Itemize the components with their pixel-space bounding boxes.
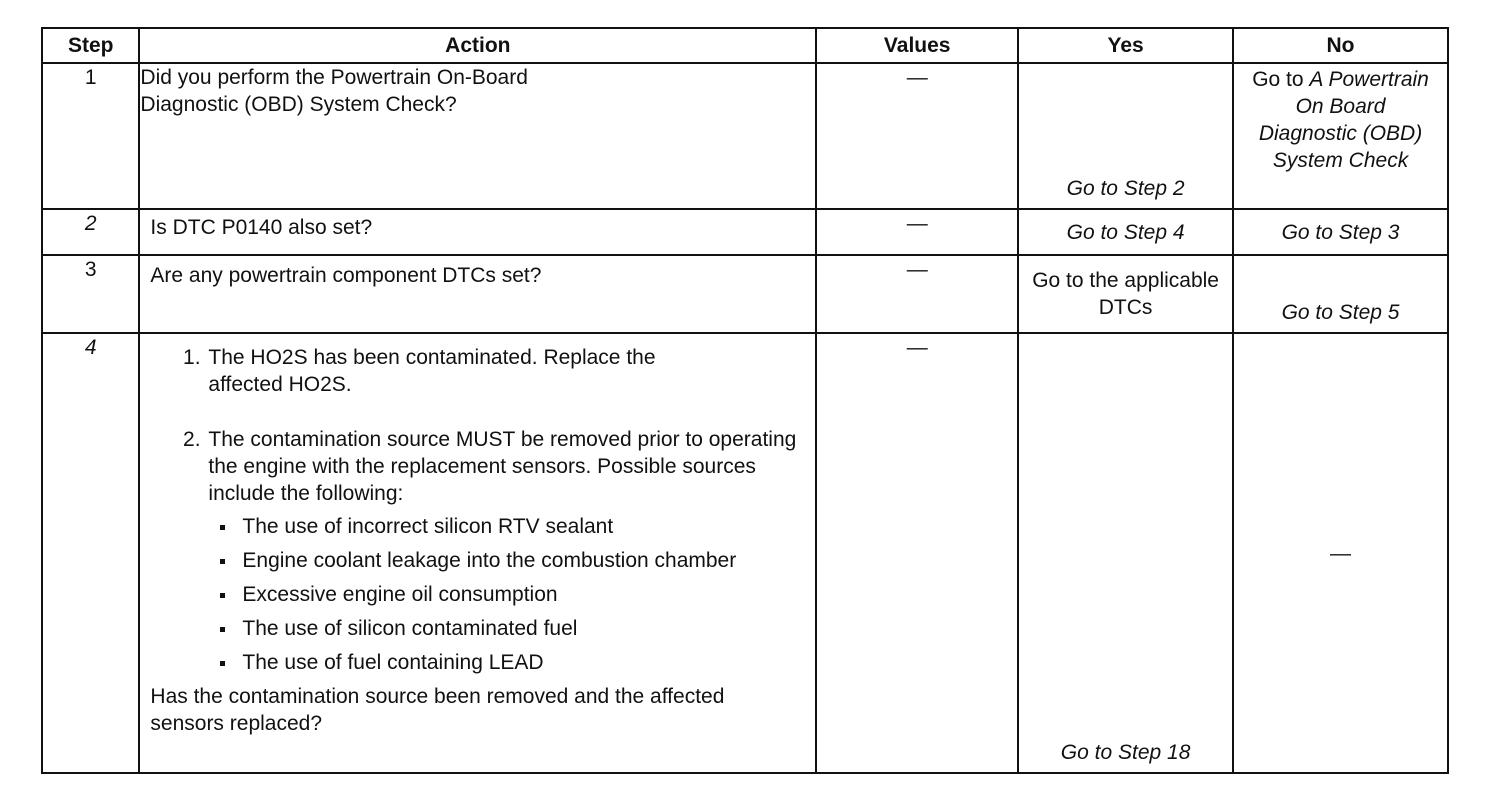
action-step-item: The HO2S has been contaminated. Replace …	[206, 344, 708, 398]
step-number: 4	[40, 332, 141, 774]
action-text: Are any powertrain component DTCs set?	[138, 254, 818, 334]
value-dash: —	[906, 66, 928, 89]
action-step-item: The contamination source MUST be removed…	[206, 426, 805, 676]
table-row: 3 Are any powertrain component DTCs set?…	[40, 254, 1449, 334]
step-number: 3	[40, 254, 141, 334]
bullet-item: Excessive engine oil consumption	[220, 581, 805, 608]
bullet-item: The use of incorrect silicon RTV sealant	[220, 513, 805, 540]
action-question: Has the contamination source been remove…	[150, 685, 725, 735]
value-dash: —	[906, 336, 928, 359]
values-cell: —	[815, 332, 1020, 774]
yes-cell: Go to Step 2	[1017, 62, 1235, 210]
values-cell: —	[815, 208, 1020, 256]
header-values: Values	[815, 27, 1020, 64]
action-text: The HO2S has been contaminated. Replace …	[138, 332, 818, 774]
header-step: Step	[40, 27, 141, 64]
bullet-item: The use of silicon contaminated fuel	[220, 615, 805, 642]
no-prefix: Go to	[1252, 68, 1304, 91]
value-dash: —	[1330, 541, 1352, 565]
no-link[interactable]: Go to Step 3	[1232, 208, 1449, 256]
action-steps: The HO2S has been contaminated. Replace …	[150, 344, 805, 676]
no-link[interactable]: Go to A Powertrain On Board Diagnostic (…	[1234, 64, 1447, 174]
bullet-item: Engine coolant leakage into the combusti…	[220, 547, 742, 574]
action-question: Did you perform the Powertrain On-Board …	[140, 66, 528, 116]
table-row: 2 Is DTC P0140 also set? — Go to Step 4 …	[40, 208, 1449, 256]
yes-link[interactable]: Go to the applicable DTCs	[1017, 254, 1235, 334]
yes-link[interactable]: Go to Step 18	[1060, 741, 1191, 764]
no-cell: —	[1232, 332, 1449, 774]
step-number: 2	[40, 208, 141, 256]
action-text: Did you perform the Powertrain On-Board …	[138, 62, 818, 210]
no-italic-target: A Powertrain On Board Diagnostic (OBD) S…	[1258, 68, 1429, 172]
diagnostic-table: Step Action Values Yes No 1 Did you perf…	[40, 27, 1449, 774]
table-row: 1 Did you perform the Powertrain On-Boar…	[40, 62, 1449, 210]
values-cell: —	[815, 254, 1020, 334]
header-yes: Yes	[1017, 27, 1235, 64]
no-cell: Go to Step 5	[1232, 254, 1449, 334]
value-dash: —	[906, 258, 928, 281]
no-cell: Go to A Powertrain On Board Diagnostic (…	[1232, 62, 1449, 210]
header-action: Action	[138, 27, 818, 64]
values-cell: —	[815, 62, 1020, 210]
header-no: No	[1232, 27, 1449, 64]
header-row: Step Action Values Yes No	[40, 27, 1449, 64]
table-row: 4 The HO2S has been contaminated. Replac…	[40, 332, 1449, 774]
source-bullets: The use of incorrect silicon RTV sealant…	[208, 513, 805, 676]
step-number: 1	[40, 62, 141, 210]
no-link[interactable]: Go to Step 5	[1281, 301, 1400, 324]
action-text: Is DTC P0140 also set?	[138, 208, 818, 256]
bullet-item: The use of fuel containing LEAD	[220, 649, 805, 676]
action-step-text: The contamination source MUST be removed…	[208, 428, 797, 505]
yes-link[interactable]: Go to Step 2	[1066, 177, 1185, 200]
yes-link[interactable]: Go to Step 4	[1017, 208, 1235, 256]
value-dash: —	[906, 212, 928, 235]
yes-cell: Go to Step 18	[1017, 332, 1235, 774]
